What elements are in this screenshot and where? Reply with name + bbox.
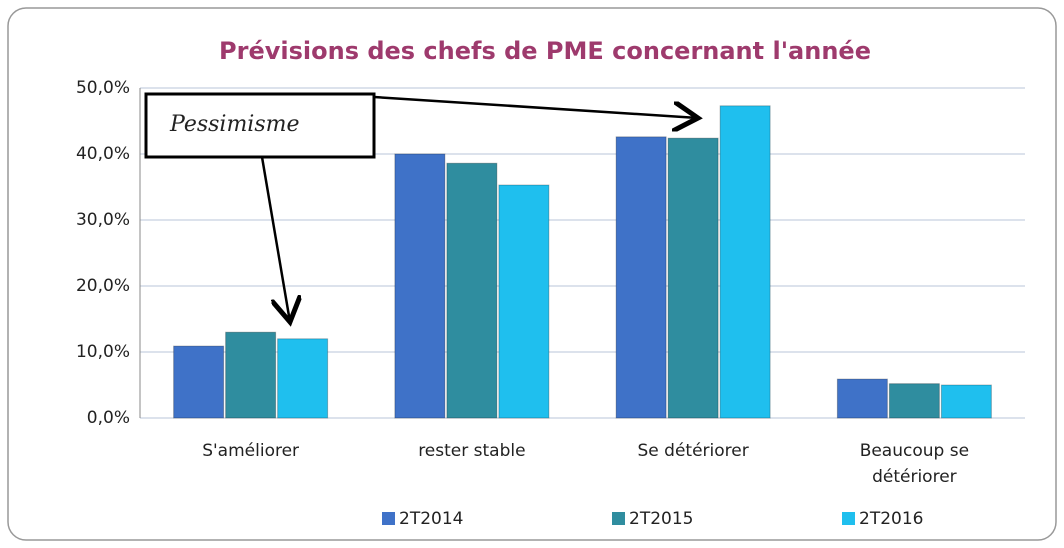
bar — [719, 105, 771, 419]
y-tick-label: 10,0% — [76, 342, 130, 362]
x-tick-label: S'améliorer — [202, 441, 300, 461]
legend-swatch — [842, 512, 855, 525]
y-tick-label: 20,0% — [76, 276, 130, 296]
y-tick-label: 30,0% — [76, 210, 130, 230]
y-tick-label: 0,0% — [87, 408, 130, 428]
bar — [277, 338, 329, 419]
arrow — [260, 156, 290, 322]
x-tick-label: Se détériorer — [637, 441, 749, 461]
x-tick-label: rester stable — [418, 441, 526, 461]
bar — [667, 137, 719, 419]
bar — [615, 136, 667, 419]
x-tick-label: Beaucoup se détériorer — [859, 441, 970, 487]
chart-title: Prévisions des chefs de PME concernant l… — [219, 37, 871, 65]
legend-swatch — [612, 512, 625, 525]
bar — [940, 384, 992, 419]
legend-label: 2T2015 — [629, 509, 693, 529]
legend-label: 2T2016 — [859, 509, 923, 529]
legend-label: 2T2014 — [399, 509, 463, 529]
bar — [836, 378, 888, 419]
bar — [173, 345, 225, 419]
bar — [888, 383, 940, 419]
bar — [498, 184, 550, 419]
arrow — [373, 95, 698, 118]
bar — [446, 162, 498, 419]
y-tick-label: 40,0% — [76, 144, 130, 164]
annotation: Pessimisme — [169, 112, 300, 137]
annotation-box — [144, 92, 376, 159]
bar — [394, 153, 446, 419]
bar — [225, 331, 277, 419]
legend-swatch — [382, 512, 395, 525]
y-tick-label: 50,0% — [76, 78, 130, 98]
